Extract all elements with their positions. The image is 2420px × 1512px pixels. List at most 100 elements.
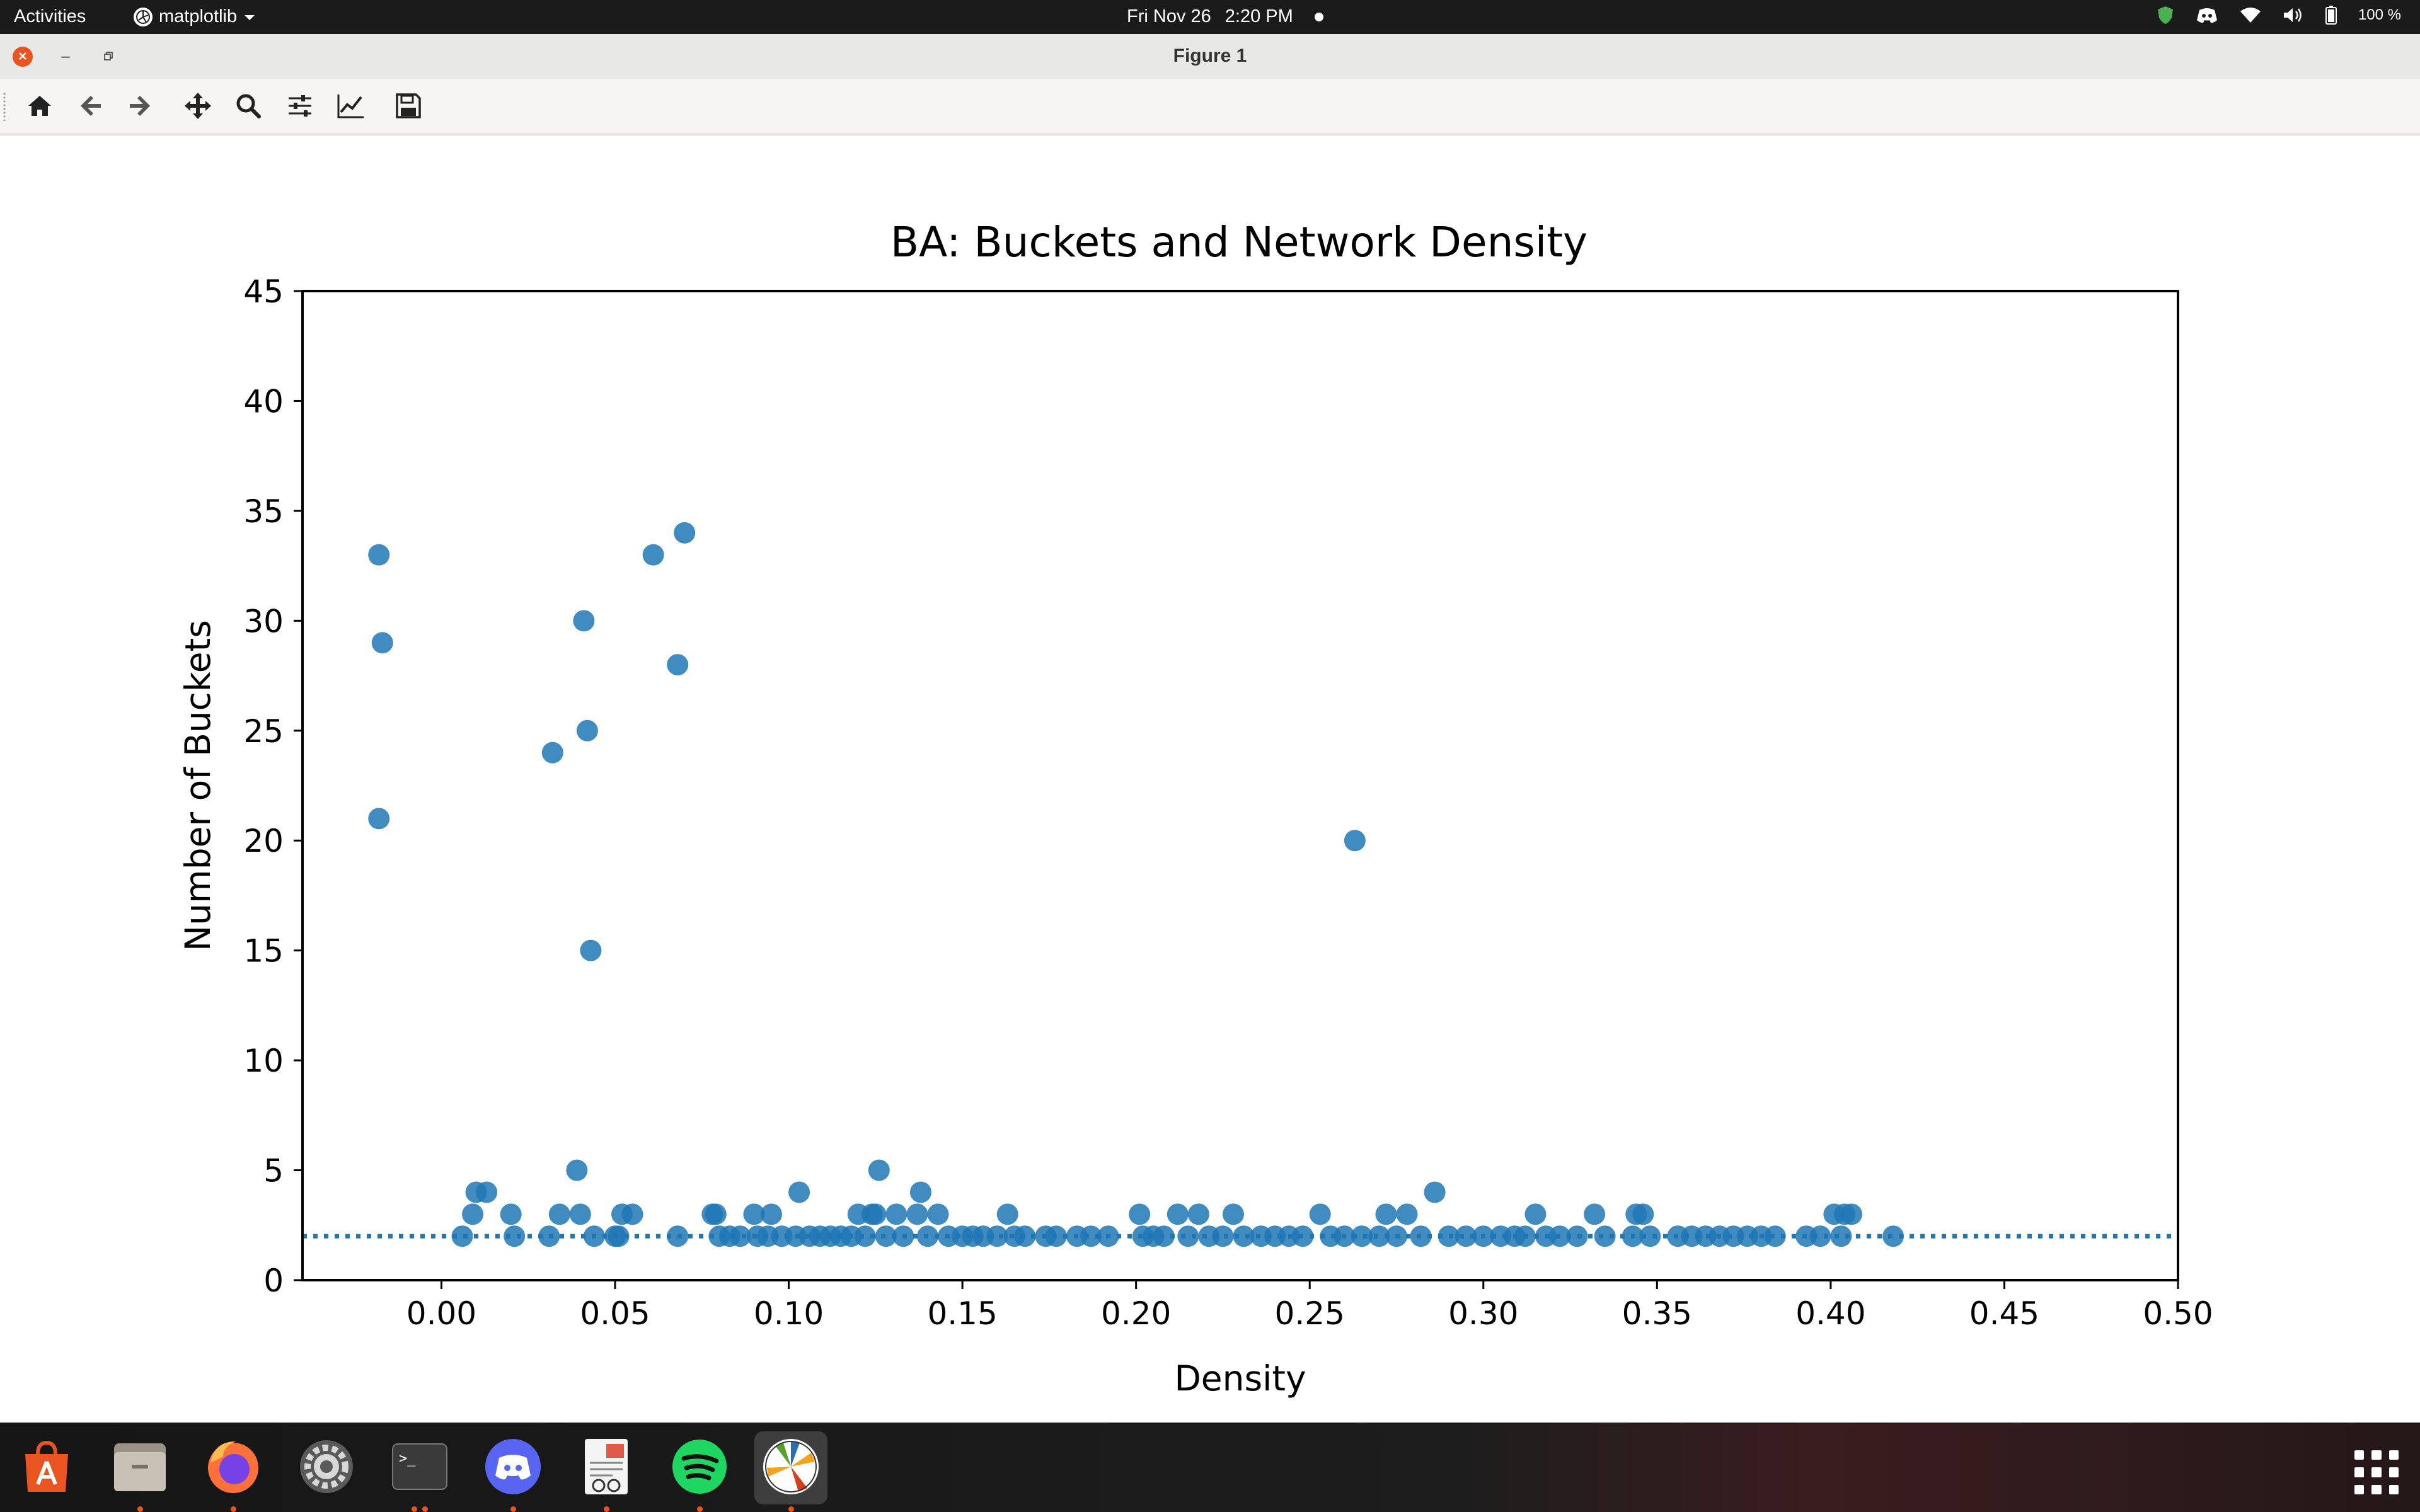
data-point [1129,1203,1151,1225]
firefox-icon [204,1438,262,1498]
data-points-layer [368,522,1904,1247]
x-tick-label: 0.35 [1622,1295,1692,1332]
y-tick-label: 20 [243,823,284,859]
restore-icon [103,48,113,66]
data-point [368,544,390,566]
chart-title: BA: Buckets and Network Density [890,218,1587,266]
terminal-prompt: >_ [399,1451,416,1467]
data-point [1212,1225,1234,1247]
dock-document-viewer[interactable] [570,1431,643,1512]
minimize-button[interactable]: – [61,48,70,65]
y-tick-label: 25 [243,713,284,750]
y-axis-label: Number of Buckets [178,620,218,951]
y-tick-label: 35 [243,493,284,530]
x-tick-label: 0.40 [1795,1295,1865,1332]
battery-percent: 100 % [2358,6,2401,23]
data-point [1840,1203,1862,1225]
x-tick-label: 0.45 [1969,1295,2039,1332]
toolbar-grip[interactable] [3,92,6,121]
data-point [1472,1225,1494,1247]
x-tick-label: 0.20 [1101,1295,1171,1332]
edit-axis-button[interactable] [333,89,368,125]
figure-canvas[interactable]: BA: Buckets and Network Density 0.00 0.05… [0,135,2420,1423]
dock-settings[interactable] [290,1431,363,1504]
data-point [885,1203,908,1225]
data-point [1080,1225,1102,1247]
arrow-left-icon [77,92,105,122]
data-point [761,1203,782,1225]
clock[interactable]: Fri Nov 26 2:20 PM [1127,6,1323,27]
dock-files[interactable] [103,1431,176,1512]
back-button[interactable] [73,89,108,125]
data-point [917,1225,938,1247]
data-point [1594,1225,1616,1247]
document-viewer-icon [581,1438,631,1498]
data-point [674,522,696,544]
data-point [576,719,598,742]
configure-subplots-button[interactable] [282,89,318,125]
data-point [1764,1225,1786,1247]
y-tick-label: 30 [243,603,284,639]
data-point [580,939,602,961]
data-point [1309,1203,1331,1225]
data-point [1455,1225,1477,1247]
activities-button[interactable]: Activities [14,6,86,26]
dock-firefox[interactable] [197,1431,270,1512]
x-tick-label: 0.25 [1275,1295,1345,1332]
data-point [548,1203,570,1225]
settings-icon [298,1438,355,1498]
home-button[interactable] [22,89,57,125]
data-point [1584,1203,1606,1225]
data-point [729,1225,751,1247]
x-tick-label: 0.30 [1448,1295,1518,1332]
matplotlib-icon [134,7,153,26]
data-point [541,742,563,764]
window-title-bar[interactable]: – Figure 1 [0,34,2420,80]
spotify-icon [671,1438,728,1498]
zoom-button[interactable] [231,89,266,125]
y-tick-label: 10 [243,1043,284,1079]
navigation-toolbar [0,79,2420,135]
forward-button[interactable] [122,89,158,125]
pan-button[interactable] [180,89,216,125]
x-tick-label: 0.50 [2143,1295,2213,1332]
data-point [1396,1203,1418,1225]
data-point [906,1203,928,1225]
data-point [1410,1225,1432,1247]
data-point [1632,1203,1654,1225]
system-tray[interactable]: 100 % [2157,5,2401,25]
dock: >_ [0,1423,2420,1512]
data-point [1566,1225,1588,1247]
close-button[interactable] [13,47,33,67]
maximize-button[interactable] [98,47,118,67]
data-point [504,1225,526,1247]
clock-time: 2:20 PM [1224,6,1293,26]
data-point [1045,1225,1067,1247]
arrow-right-icon [126,92,154,122]
dock-matplotlib[interactable] [754,1431,827,1512]
floppy-disk-icon [395,93,422,122]
discord-icon [484,1438,542,1498]
clock-date: Fri Nov 26 [1127,6,1211,26]
data-point [1524,1203,1547,1225]
data-point [1882,1225,1904,1247]
show-applications-icon[interactable] [2354,1450,2399,1494]
data-point [868,1159,890,1181]
dock-discord[interactable] [476,1431,550,1512]
data-point [476,1181,498,1203]
data-point [1639,1225,1661,1247]
data-point [1351,1225,1373,1247]
data-point [743,1203,765,1225]
discord-tray-icon [2196,6,2218,24]
data-point [1177,1225,1199,1247]
app-menu[interactable]: matplotlib [134,6,256,27]
dock-ubuntu-software[interactable] [10,1431,83,1504]
data-point [1187,1203,1209,1225]
terminal-icon: >_ [391,1443,448,1493]
dock-spotify[interactable] [663,1431,736,1512]
data-point [986,1225,1008,1247]
magnifier-icon [234,92,262,122]
dock-terminal[interactable]: >_ [383,1431,456,1512]
save-button[interactable] [391,89,426,125]
y-tick-label: 40 [243,383,284,420]
